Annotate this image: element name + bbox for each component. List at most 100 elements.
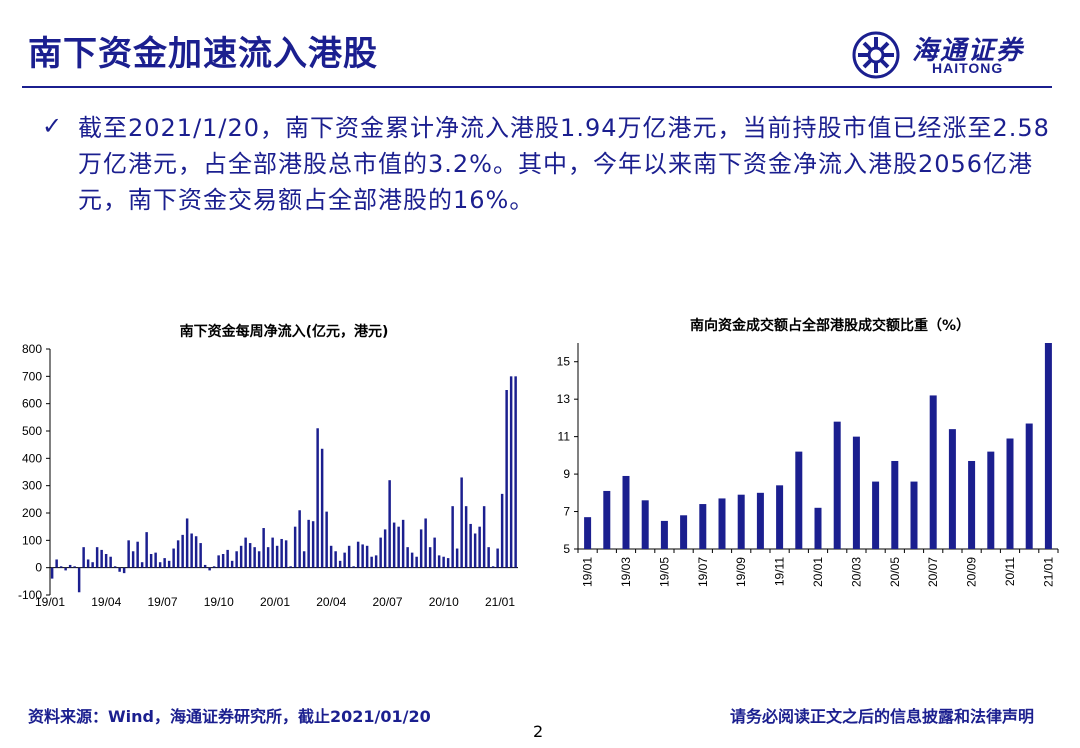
bar (352, 566, 355, 568)
bar (392, 522, 396, 568)
bar (347, 545, 351, 568)
bar (307, 519, 310, 568)
x-tick-label: 21/01 (485, 595, 515, 609)
bar (329, 545, 333, 568)
summary-text: 截至2021/1/20，南下资金累计净流入港股1.94万亿港元，当前持股市值已经… (78, 114, 1050, 214)
bar (383, 529, 387, 568)
bar (1025, 423, 1033, 549)
bar (86, 559, 90, 568)
bar (185, 518, 189, 568)
bar (167, 560, 171, 568)
y-tick-label: 7 (563, 505, 570, 519)
bar (756, 492, 764, 549)
bar (226, 549, 229, 568)
x-tick-label: 19/11 (773, 557, 787, 586)
bar (622, 475, 630, 549)
bar (361, 544, 364, 568)
bar (464, 506, 468, 568)
bar (338, 560, 342, 568)
page-number: 2 (533, 722, 544, 741)
x-tick-label: 20/04 (316, 595, 346, 609)
y-tick-label: 13 (557, 392, 571, 406)
bar (55, 559, 58, 568)
bar (104, 554, 108, 568)
bar (929, 395, 937, 549)
bar (293, 526, 297, 568)
x-tick-label: 19/10 (204, 595, 234, 609)
x-tick-label: 19/09 (734, 557, 748, 587)
y-tick-label: 800 (22, 342, 42, 356)
check-icon: ✓ (42, 112, 63, 140)
bar (131, 551, 135, 568)
bar (275, 545, 279, 568)
bar (680, 515, 688, 549)
bar (1006, 438, 1014, 549)
bar (127, 540, 130, 568)
bar (325, 511, 328, 568)
x-tick-label: 20/01 (811, 557, 825, 587)
y-tick-label: 5 (563, 542, 570, 556)
bar (482, 506, 486, 568)
bar (410, 552, 414, 568)
bar (158, 562, 162, 568)
bar (257, 551, 261, 568)
weekly-inflow-chart: 南下资金每周净流入(亿元，港元) -100 0 100 200 300 400 500 600 7… (18, 323, 518, 609)
x-tick-label: 20/10 (429, 595, 459, 609)
x-tick-label: 19/03 (619, 557, 633, 587)
bar (451, 506, 454, 568)
bar (699, 504, 707, 549)
bar (776, 485, 784, 549)
bar (968, 460, 976, 549)
bar (584, 517, 592, 549)
bar (235, 551, 238, 568)
bar (473, 533, 477, 568)
x-tick-label: 19/04 (91, 595, 121, 609)
bar (212, 566, 216, 568)
title-divider (22, 86, 1052, 88)
bar (230, 560, 234, 568)
bar (163, 558, 166, 568)
y-tick-label: 300 (22, 479, 42, 493)
x-tick-label: 20/11 (1003, 557, 1017, 586)
bar (271, 537, 274, 568)
bar (248, 543, 252, 568)
bar (469, 523, 472, 568)
bar (437, 555, 441, 568)
bar (122, 567, 126, 574)
chart-title: 南向资金成交额占全部港股成交额比重（%） (690, 317, 970, 334)
x-tick-label: 19/07 (696, 557, 710, 587)
bar (100, 549, 103, 568)
bar (343, 552, 346, 568)
bar (514, 376, 517, 568)
bar (145, 532, 148, 568)
bar (365, 545, 369, 568)
source-note: 资料来源：Wind，海通证券研究所，截止2021/01/20 (28, 707, 431, 726)
y-tick-label: 200 (22, 506, 42, 520)
bar (948, 429, 956, 549)
x-tick-label: 19/07 (147, 595, 177, 609)
bar (379, 537, 382, 568)
bar (320, 448, 324, 568)
y-tick-label: 600 (22, 397, 42, 411)
bar (154, 552, 157, 568)
bar (73, 566, 76, 568)
y-tick-label: 100 (22, 533, 42, 547)
bar (91, 562, 94, 568)
bar (660, 520, 668, 549)
x-tick-label: 21/01 (1041, 557, 1055, 587)
bar (208, 567, 211, 571)
chart-title: 南下资金每周净流入(亿元，港元) (180, 323, 389, 340)
x-tick-label: 20/03 (849, 557, 863, 587)
bar (852, 436, 860, 549)
bar (401, 519, 405, 568)
bar (442, 556, 445, 568)
bar (500, 493, 504, 568)
bar (50, 567, 54, 579)
bar (424, 518, 427, 568)
bar (262, 528, 265, 568)
x-tick-label: 19/01 (581, 557, 595, 587)
bar (370, 556, 373, 568)
bar (814, 507, 822, 549)
bar (181, 534, 184, 568)
bar (136, 541, 139, 568)
